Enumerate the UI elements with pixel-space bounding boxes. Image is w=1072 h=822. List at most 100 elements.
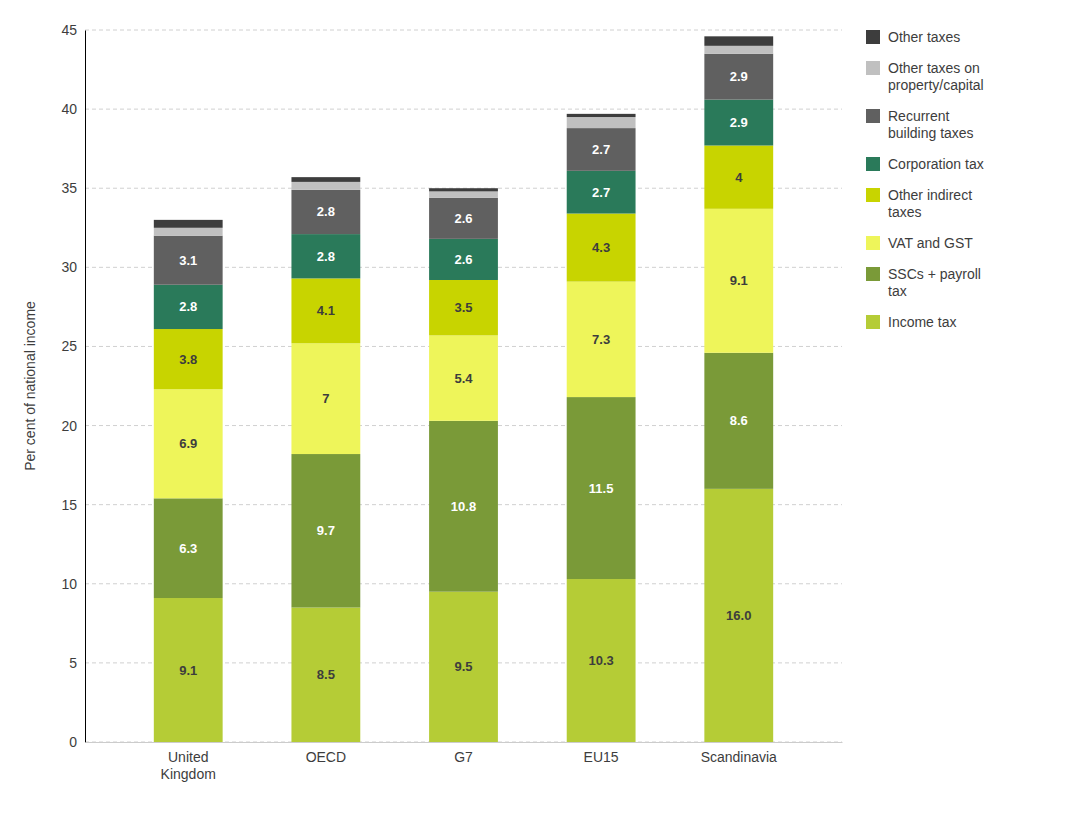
legend-label: Recurrentbuilding taxes [888, 108, 974, 141]
data-label: 2.6 [454, 211, 472, 226]
x-tick-label: UnitedKingdom [161, 749, 216, 782]
legend-label-line: building taxes [888, 125, 974, 141]
bar [429, 188, 498, 191]
y-axis-title: Per cent of national income [22, 301, 38, 471]
y-tick: 40 [61, 101, 85, 117]
legend-swatch [866, 109, 880, 123]
bar [291, 278, 360, 343]
data-label: 11.5 [589, 481, 614, 496]
legend-label-line: taxes [888, 204, 921, 220]
bar [704, 46, 773, 54]
data-label: 10.8 [451, 499, 476, 514]
x-axis-line [86, 742, 843, 743]
bar [567, 128, 636, 171]
data-label: 2.8 [179, 299, 197, 314]
bar [429, 198, 498, 239]
data-label: 3.1 [179, 253, 197, 268]
y-tick: 15 [61, 497, 85, 513]
bar [567, 171, 636, 214]
bar [704, 54, 773, 100]
y-tick-label: 35 [61, 180, 77, 196]
data-label: 9.7 [317, 523, 335, 538]
data-label: 10.3 [588, 653, 613, 668]
y-tick: 5 [69, 655, 85, 671]
x-tick: OECD [306, 742, 346, 765]
legend-item: SSCs + payrolltax [866, 266, 981, 299]
x-tick: Scandinavia [701, 742, 777, 765]
data-label: 2.9 [730, 115, 748, 130]
bar [291, 177, 360, 182]
bar [291, 234, 360, 278]
series-bars [154, 100, 773, 329]
y-tick-label: 10 [61, 576, 77, 592]
bar [704, 146, 773, 209]
legend-label-line: Other indirect [888, 187, 972, 203]
grid [85, 30, 842, 742]
bar [291, 343, 360, 454]
data-label: 2.8 [317, 249, 335, 264]
legend-label-line: Corporation tax [888, 156, 984, 172]
x-tick-label-line: Kingdom [161, 766, 216, 782]
data-label: 2.9 [730, 69, 748, 84]
data-label: 3.5 [454, 300, 472, 315]
data-label: 7 [322, 391, 329, 406]
legend-swatch [866, 267, 880, 281]
legend-swatch [866, 157, 880, 171]
bar [704, 36, 773, 45]
y-tick: 30 [61, 259, 85, 275]
x-tick-label-line: United [168, 749, 208, 765]
bar [154, 389, 223, 498]
data-label: 9.5 [454, 659, 472, 674]
data-label: 2.7 [592, 185, 610, 200]
legend-label: SSCs + payrolltax [888, 266, 981, 299]
series-bars [154, 209, 773, 499]
legend-swatch [866, 236, 880, 250]
data-label: 8.6 [730, 413, 748, 428]
data-label: 16.0 [726, 608, 751, 623]
bar [704, 209, 773, 353]
legend-item: Other taxes [866, 29, 960, 45]
legend-item: Corporation tax [866, 156, 984, 172]
bar [567, 114, 636, 117]
bar [704, 353, 773, 489]
x-tick-label: Scandinavia [701, 749, 777, 765]
bar [154, 285, 223, 329]
y-tick-label: 15 [61, 497, 77, 513]
legend-label: Other taxes [888, 29, 960, 45]
plot-area: 051015202530354045UnitedKingdomOECDG7EU1… [61, 22, 842, 782]
bar [567, 579, 636, 742]
x-axis: UnitedKingdomOECDG7EU15Scandinavia [86, 742, 843, 782]
x-tick: G7 [454, 742, 473, 765]
x-tick-label-line: Scandinavia [701, 749, 777, 765]
data-label: 2.6 [454, 252, 472, 267]
legend-item: Income tax [866, 314, 956, 330]
legend-label-line: Other taxes on [888, 60, 980, 76]
bar [154, 598, 223, 742]
legend: Other taxes Other taxes onproperty/capita… [866, 29, 984, 330]
legend-label-line: Recurrent [888, 108, 950, 124]
bar [567, 282, 636, 398]
x-tick-label: G7 [454, 749, 473, 765]
bar [154, 220, 223, 228]
data-label: 9.1 [179, 663, 197, 678]
legend-item: VAT and GST [866, 235, 973, 251]
y-tick: 20 [61, 418, 85, 434]
legend-label-line: SSCs + payroll [888, 266, 981, 282]
bar [291, 608, 360, 742]
data-label: 8.5 [317, 667, 335, 682]
series-bars [154, 36, 773, 227]
legend-label-line: property/capital [888, 77, 984, 93]
data-label: 4 [735, 170, 743, 185]
bar [291, 454, 360, 607]
y-tick-label: 5 [69, 655, 77, 671]
bar [429, 592, 498, 742]
data-label: 5.4 [454, 371, 473, 386]
data-labels: 9.18.59.510.316.06.39.710.811.58.66.975.… [179, 69, 751, 682]
bar [567, 214, 636, 282]
bar [429, 191, 498, 197]
legend-item: Other indirecttaxes [866, 187, 972, 220]
bar [291, 190, 360, 234]
chart: 051015202530354045UnitedKingdomOECDG7EU1… [0, 0, 1072, 822]
data-label: 6.3 [179, 541, 197, 556]
data-label: 4.1 [317, 303, 335, 318]
